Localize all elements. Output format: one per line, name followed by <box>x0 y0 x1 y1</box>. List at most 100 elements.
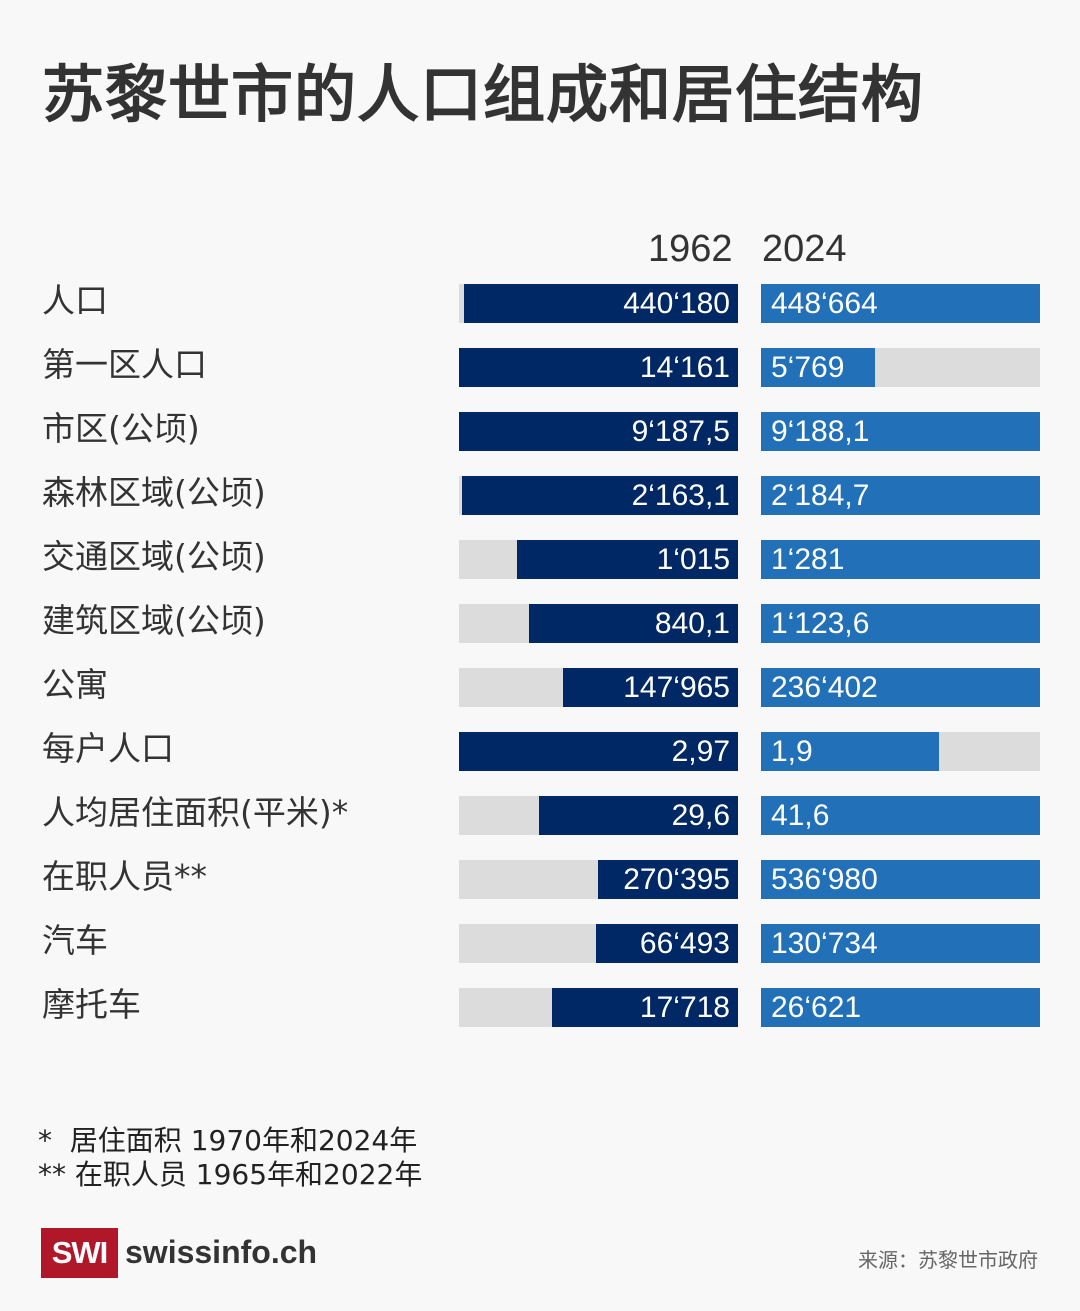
bar-1962 <box>539 796 738 835</box>
chart-row: 森林区域(公顷) 2‘163,1 2‘184,7 <box>0 473 1080 515</box>
bar-2024-value-label: 1‘281 <box>771 543 845 576</box>
row-label: 森林区域(公顷) <box>42 473 266 512</box>
chart-row: 第一区人口 14‘161 5‘769 <box>0 345 1080 387</box>
chart-row: 汽车 66‘493 130‘734 <box>0 921 1080 963</box>
bar-1962-value-label: 440‘180 <box>623 287 730 320</box>
bar-2024-track: 5‘769 <box>761 348 1040 387</box>
bar-1962 <box>529 604 738 643</box>
bar-2024 <box>761 860 1040 899</box>
bar-2024-value-label: 41,6 <box>771 799 830 832</box>
bar-2024-value-label: 1,9 <box>771 735 813 768</box>
bar-2024-value-label: 130‘734 <box>771 927 878 960</box>
bar-2024-value-label: 1‘123,6 <box>771 607 870 640</box>
bar-2024 <box>761 348 875 387</box>
bar-1962 <box>596 924 738 963</box>
bar-1962 <box>459 732 738 771</box>
bar-2024 <box>761 604 1040 643</box>
bar-1962 <box>464 284 738 323</box>
bar-1962-track: 147‘965 <box>459 668 738 707</box>
chart-row: 建筑区域(公顷) 840,1 1‘123,6 <box>0 601 1080 643</box>
bar-1962 <box>459 412 738 451</box>
bar-2024-value-label: 536‘980 <box>771 863 878 896</box>
chart-row: 交通区域(公顷) 1‘015 1‘281 <box>0 537 1080 579</box>
row-label: 摩托车 <box>42 985 141 1024</box>
bar-2024-track: 1‘281 <box>761 540 1040 579</box>
row-label: 人均居住面积(平米)* <box>42 793 349 832</box>
bar-1962-value-label: 66‘493 <box>639 927 730 960</box>
bar-1962-value-label: 9‘187,5 <box>631 415 730 448</box>
chart-row: 在职人员** 270‘395 536‘980 <box>0 857 1080 899</box>
swi-logo: SWI <box>41 1228 118 1278</box>
bar-2024 <box>761 988 1040 1027</box>
row-label: 在职人员** <box>42 857 207 896</box>
row-label: 交通区域(公顷) <box>42 537 266 576</box>
logo-text: swissinfo.ch <box>125 1234 318 1270</box>
bar-1962-track: 9‘187,5 <box>459 412 738 451</box>
row-label: 公寓 <box>42 665 108 704</box>
bar-2024 <box>761 668 1040 707</box>
bar-1962-value-label: 17‘718 <box>639 991 730 1024</box>
bar-2024-track: 236‘402 <box>761 668 1040 707</box>
row-label: 第一区人口 <box>42 345 207 384</box>
row-label: 市区(公顷) <box>42 409 200 448</box>
bar-2024-track: 26‘621 <box>761 988 1040 1027</box>
chart-row: 市区(公顷) 9‘187,5 9‘188,1 <box>0 409 1080 451</box>
bar-2024-value-label: 5‘769 <box>771 351 845 384</box>
footnotes: * 居住面积 1970年和2024年 ** 在职人员 1965年和2022年 <box>38 1124 422 1192</box>
bar-1962 <box>517 540 738 579</box>
bar-2024-track: 41,6 <box>761 796 1040 835</box>
bar-1962-value-label: 840,1 <box>654 607 730 640</box>
bar-1962 <box>598 860 738 899</box>
year-header-1962: 1962 <box>648 228 733 270</box>
bar-1962-track: 270‘395 <box>459 860 738 899</box>
bar-2024-track: 536‘980 <box>761 860 1040 899</box>
bar-1962 <box>462 476 738 515</box>
bar-1962-value-label: 1‘015 <box>656 543 730 576</box>
row-label: 建筑区域(公顷) <box>42 601 266 640</box>
bar-1962-track: 29,6 <box>459 796 738 835</box>
bar-2024-track: 130‘734 <box>761 924 1040 963</box>
bar-1962 <box>552 988 738 1027</box>
footnote-2: ** 在职人员 1965年和2022年 <box>38 1158 423 1191</box>
row-label: 汽车 <box>42 921 108 960</box>
bar-1962-track: 14‘161 <box>459 348 738 387</box>
bar-1962-value-label: 29,6 <box>671 799 730 832</box>
bar-1962-track: 2‘163,1 <box>459 476 738 515</box>
bar-1962-value-label: 270‘395 <box>623 863 730 896</box>
chart-row: 每户人口 2,97 1,9 <box>0 729 1080 771</box>
chart-row: 公寓 147‘965 236‘402 <box>0 665 1080 707</box>
bar-1962 <box>459 348 738 387</box>
chart-title: 苏黎世市的人口组成和居住结构 <box>42 58 925 131</box>
bar-2024-track: 2‘184,7 <box>761 476 1040 515</box>
bar-2024-track: 1‘123,6 <box>761 604 1040 643</box>
bar-1962-value-label: 14‘161 <box>639 351 730 384</box>
bar-1962-track: 440‘180 <box>459 284 738 323</box>
bar-1962-track: 66‘493 <box>459 924 738 963</box>
footnote-1: * 居住面积 1970年和2024年 <box>38 1124 418 1157</box>
bar-1962-value-label: 147‘965 <box>623 671 730 704</box>
bar-2024 <box>761 476 1040 515</box>
bar-1962-track: 840,1 <box>459 604 738 643</box>
bar-1962-value-label: 2,97 <box>671 735 730 768</box>
bar-2024 <box>761 540 1040 579</box>
bar-2024-value-label: 448‘664 <box>771 287 878 320</box>
bar-1962-value-label: 2‘163,1 <box>631 479 730 512</box>
bar-2024 <box>761 924 1040 963</box>
bar-2024-value-label: 2‘184,7 <box>771 479 870 512</box>
bar-2024-track: 1,9 <box>761 732 1040 771</box>
bar-2024-track: 448‘664 <box>761 284 1040 323</box>
bar-2024-value-label: 9‘188,1 <box>771 415 870 448</box>
source-text: 来源：苏黎世市政府 <box>858 1248 1038 1272</box>
bar-1962-track: 2,97 <box>459 732 738 771</box>
chart-row: 摩托车 17‘718 26‘621 <box>0 985 1080 1027</box>
bar-2024-track: 9‘188,1 <box>761 412 1040 451</box>
bar-2024 <box>761 732 939 771</box>
chart-row: 人口 440‘180 448‘664 <box>0 281 1080 323</box>
bar-1962-track: 1‘015 <box>459 540 738 579</box>
bar-2024-value-label: 26‘621 <box>771 991 862 1024</box>
bar-1962 <box>563 668 738 707</box>
bar-2024 <box>761 412 1040 451</box>
bar-2024-value-label: 236‘402 <box>771 671 878 704</box>
row-label: 人口 <box>42 281 108 320</box>
chart-row: 人均居住面积(平米)* 29,6 41,6 <box>0 793 1080 835</box>
